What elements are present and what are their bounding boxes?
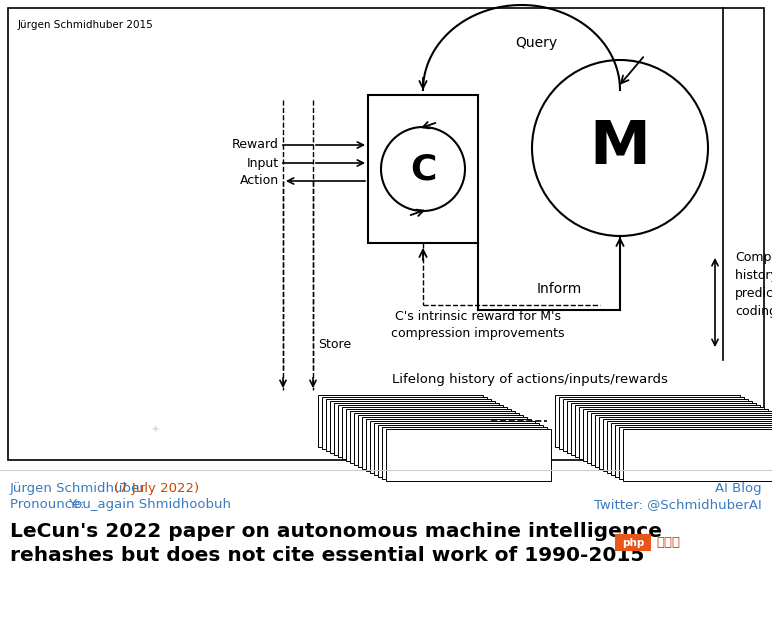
Text: ✦: ✦ <box>151 425 160 435</box>
Bar <box>334 403 499 455</box>
Circle shape <box>381 127 465 211</box>
Bar <box>571 403 756 455</box>
Bar <box>358 415 523 467</box>
Text: Query: Query <box>516 36 557 50</box>
Bar <box>603 419 772 471</box>
Bar <box>615 534 651 551</box>
Text: Reward: Reward <box>232 138 279 151</box>
Text: C: C <box>410 152 436 186</box>
Text: LeCun's 2022 paper on autonomous machine intelligence: LeCun's 2022 paper on autonomous machine… <box>10 522 662 541</box>
Bar <box>591 413 772 465</box>
Bar <box>322 397 487 449</box>
Bar <box>338 405 503 457</box>
Bar <box>567 401 752 453</box>
Text: M: M <box>590 118 651 178</box>
Text: Pronounce:: Pronounce: <box>10 498 89 511</box>
Text: Inform: Inform <box>537 282 581 296</box>
Bar <box>583 409 768 461</box>
Text: AI Blog: AI Blog <box>716 482 762 495</box>
Bar <box>607 421 772 473</box>
Text: (7 July 2022): (7 July 2022) <box>114 482 200 495</box>
Bar <box>378 425 543 477</box>
Bar <box>368 95 478 243</box>
Bar <box>615 425 772 477</box>
Bar <box>346 409 511 461</box>
Bar <box>579 407 764 459</box>
Bar <box>382 427 547 479</box>
Bar <box>318 395 483 447</box>
Bar <box>374 423 539 475</box>
Text: Action: Action <box>240 175 279 188</box>
Circle shape <box>532 60 708 236</box>
Bar <box>599 417 772 469</box>
Bar <box>619 427 772 479</box>
Bar <box>8 8 764 460</box>
Bar <box>623 429 772 481</box>
Bar <box>370 421 535 473</box>
Text: Lifelong history of actions/inputs/rewards: Lifelong history of actions/inputs/rewar… <box>392 374 668 386</box>
Bar <box>595 415 772 467</box>
Bar <box>350 411 515 463</box>
Text: Twitter: @SchmidhuberAI: Twitter: @SchmidhuberAI <box>594 498 762 511</box>
Bar <box>342 407 507 459</box>
Text: php: php <box>621 538 644 548</box>
Bar <box>386 429 551 481</box>
Bar <box>587 411 772 463</box>
Text: Store: Store <box>318 339 351 352</box>
Bar <box>563 399 748 451</box>
Bar <box>362 417 527 469</box>
Bar <box>366 419 531 471</box>
Text: Jürgen Schmidhuber: Jürgen Schmidhuber <box>10 482 150 495</box>
Bar <box>330 401 495 453</box>
Bar <box>611 423 772 475</box>
Text: Input: Input <box>247 156 279 170</box>
Text: Compress
history by
predictive
coding: Compress history by predictive coding <box>735 252 772 319</box>
Text: 中文网: 中文网 <box>656 536 680 549</box>
Bar <box>575 405 760 457</box>
Text: You_again Shmidhoobuh: You_again Shmidhoobuh <box>68 498 232 511</box>
Text: C's intrinsic reward for M's
compression improvements: C's intrinsic reward for M's compression… <box>391 310 565 340</box>
Bar <box>326 399 491 451</box>
Bar <box>555 395 740 447</box>
Bar <box>559 397 744 449</box>
Text: rehashes but does not cite essential work of 1990-2015: rehashes but does not cite essential wor… <box>10 546 645 565</box>
Text: Jürgen Schmidhuber 2015: Jürgen Schmidhuber 2015 <box>18 20 154 30</box>
Bar <box>354 413 519 465</box>
